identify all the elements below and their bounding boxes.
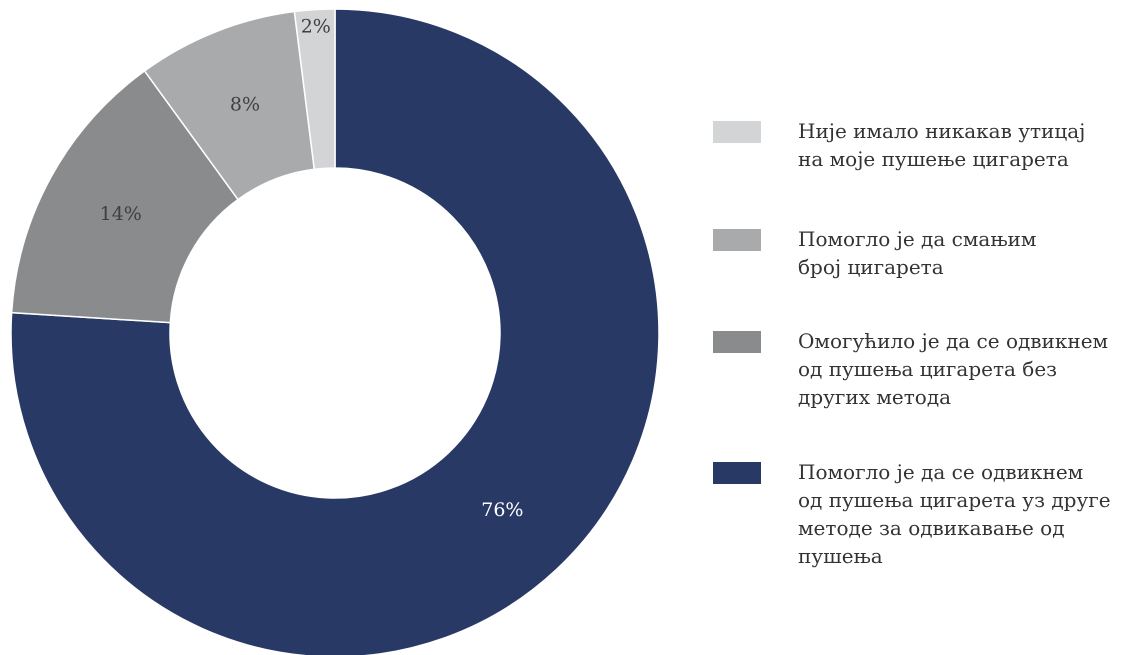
legend-swatch: [713, 462, 761, 484]
chart-legend: Није имало никакав утицај на моје пушење…: [713, 0, 1133, 655]
slice-value-label-3: 2%: [301, 16, 331, 38]
legend-swatch: [713, 229, 761, 251]
donut-slice-3: [293, 8, 336, 171]
donut-slice-0: [10, 8, 660, 655]
legend-item-2: Омогућило је да се одвикнем од пушења ци…: [713, 327, 1128, 411]
legend-swatch: [713, 331, 761, 353]
slice-value-label-1: 14%: [100, 203, 142, 225]
legend-swatch: [713, 121, 761, 143]
slice-value-label-0: 76%: [481, 499, 523, 521]
slice-value-label-2: 8%: [230, 94, 260, 116]
legend-label: Омогућило је да се одвикнем од пушења ци…: [798, 329, 1109, 409]
donut-slice-1: [10, 69, 240, 324]
legend-label: Није имало никакав утицај на моје пушење…: [798, 119, 1086, 171]
legend-label: Помогло је да се одвикнем од пушења цига…: [798, 460, 1111, 568]
legend-item-0: Није имало никакав утицај на моје пушење…: [713, 117, 1128, 173]
legend-item-3: Помогло је да се одвикнем од пушења цига…: [713, 458, 1128, 570]
donut-chart: 76% 14% 8% 2%: [10, 8, 660, 655]
legend-item-1: Помогло је да смањим број цигарета: [713, 225, 1128, 281]
legend-label: Помогло је да смањим број цигарета: [798, 227, 1037, 279]
